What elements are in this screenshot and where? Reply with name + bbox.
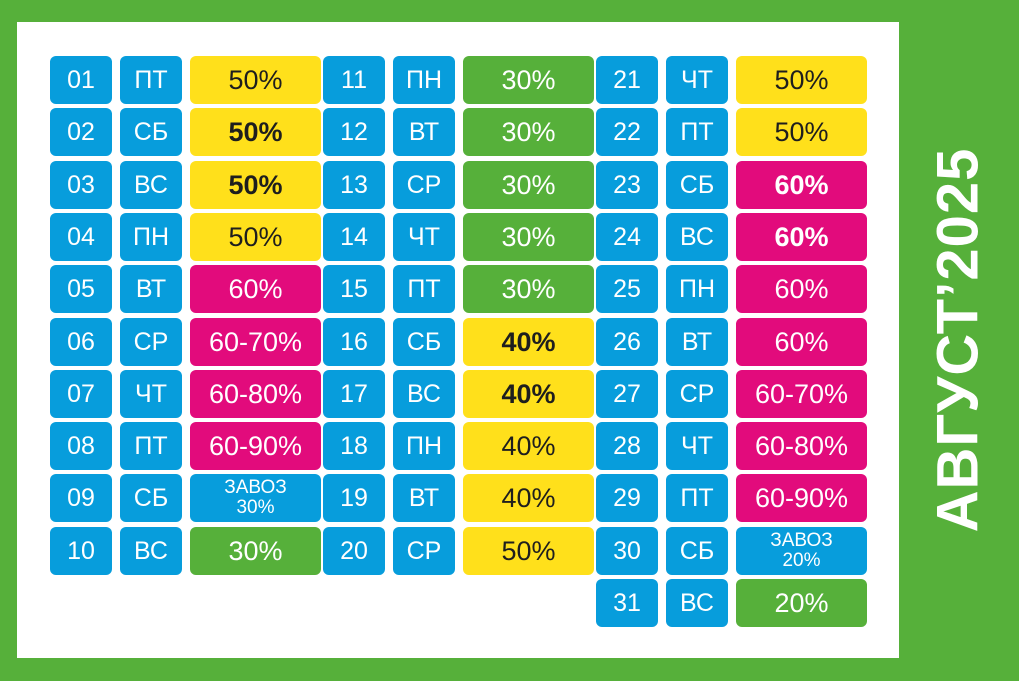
day-number-cell: 15 [323, 265, 385, 313]
discount-cell: 30% [463, 161, 594, 209]
day-number-cell: 07 [50, 370, 112, 418]
day-number-cell: 01 [50, 56, 112, 104]
day-number-cell: 16 [323, 318, 385, 366]
day-number-cell: 11 [323, 56, 385, 104]
delivery-discount: 30% [236, 497, 275, 518]
discount-cell: ЗАВОЗ 20% [736, 527, 867, 575]
day-number-cell: 12 [323, 108, 385, 156]
weekday-cell: ПТ [666, 108, 728, 156]
weekday-cell: ВТ [393, 108, 455, 156]
day-number-cell: 19 [323, 474, 385, 522]
day-number-cell: 25 [596, 265, 658, 313]
delivery-label: ЗАВОЗ [770, 530, 833, 551]
day-number-cell: 20 [323, 527, 385, 575]
discount-cell: 50% [190, 108, 321, 156]
day-number-cell: 24 [596, 213, 658, 261]
day-number-cell: 05 [50, 265, 112, 313]
weekday-cell: ПТ [120, 56, 182, 104]
weekday-cell: ВС [666, 579, 728, 627]
weekday-cell: ВС [393, 370, 455, 418]
delivery-discount: 20% [782, 550, 821, 571]
day-number-cell: 09 [50, 474, 112, 522]
day-number-cell: 17 [323, 370, 385, 418]
weekday-cell: ПТ [120, 422, 182, 470]
discount-cell: 60% [736, 265, 867, 313]
day-number-cell: 29 [596, 474, 658, 522]
discount-cell: 60-90% [190, 422, 321, 470]
weekday-cell: ЧТ [120, 370, 182, 418]
discount-cell: ЗАВОЗ 30% [190, 474, 321, 522]
weekday-cell: СБ [666, 527, 728, 575]
weekday-cell: ВТ [120, 265, 182, 313]
day-number-cell: 04 [50, 213, 112, 261]
weekday-cell: СБ [120, 474, 182, 522]
day-number-cell: 06 [50, 318, 112, 366]
month-title: АВГУСТ’2025 [925, 147, 991, 533]
day-number-cell: 22 [596, 108, 658, 156]
discount-cell: 40% [463, 422, 594, 470]
day-number-cell: 13 [323, 161, 385, 209]
discount-cell: 50% [736, 108, 867, 156]
discount-cell: 60% [736, 318, 867, 366]
weekday-cell: ЧТ [666, 56, 728, 104]
discount-cell: 30% [463, 213, 594, 261]
day-number-cell: 10 [50, 527, 112, 575]
discount-cell: 40% [463, 318, 594, 366]
weekday-cell: СР [666, 370, 728, 418]
weekday-cell: ПН [393, 422, 455, 470]
weekday-cell: СБ [666, 161, 728, 209]
weekday-cell: СР [393, 527, 455, 575]
discount-cell: 60% [736, 161, 867, 209]
day-number-cell: 14 [323, 213, 385, 261]
delivery-label: ЗАВОЗ [224, 477, 287, 498]
weekday-cell: ПН [120, 213, 182, 261]
discount-cell: 30% [463, 108, 594, 156]
discount-cell: 30% [190, 527, 321, 575]
discount-cell: 50% [736, 56, 867, 104]
discount-cell: 40% [463, 474, 594, 522]
weekday-cell: СБ [393, 318, 455, 366]
discount-cell: 60% [736, 213, 867, 261]
day-number-cell: 31 [596, 579, 658, 627]
day-number-cell: 27 [596, 370, 658, 418]
weekday-cell: ПТ [666, 474, 728, 522]
weekday-cell: ЧТ [393, 213, 455, 261]
weekday-cell: ПТ [393, 265, 455, 313]
discount-cell: 60-90% [736, 474, 867, 522]
weekday-cell: СР [393, 161, 455, 209]
day-number-cell: 21 [596, 56, 658, 104]
weekday-cell: ПН [393, 56, 455, 104]
day-number-cell: 23 [596, 161, 658, 209]
day-number-cell: 03 [50, 161, 112, 209]
discount-cell: 30% [463, 56, 594, 104]
discount-cell: 20% [736, 579, 867, 627]
weekday-cell: ЧТ [666, 422, 728, 470]
discount-cell: 60-80% [190, 370, 321, 418]
discount-cell: 50% [190, 56, 321, 104]
discount-cell: 60-70% [736, 370, 867, 418]
discount-cell: 50% [190, 161, 321, 209]
weekday-cell: СБ [120, 108, 182, 156]
day-number-cell: 08 [50, 422, 112, 470]
day-number-cell: 18 [323, 422, 385, 470]
discount-cell: 50% [463, 527, 594, 575]
weekday-cell: СР [120, 318, 182, 366]
weekday-cell: ВС [666, 213, 728, 261]
weekday-cell: ПН [666, 265, 728, 313]
day-number-cell: 26 [596, 318, 658, 366]
discount-cell: 30% [463, 265, 594, 313]
discount-cell: 60-70% [190, 318, 321, 366]
weekday-cell: ВС [120, 527, 182, 575]
day-number-cell: 30 [596, 527, 658, 575]
discount-cell: 40% [463, 370, 594, 418]
day-number-cell: 02 [50, 108, 112, 156]
weekday-cell: ВТ [666, 318, 728, 366]
discount-cell: 60% [190, 265, 321, 313]
weekday-cell: ВС [120, 161, 182, 209]
discount-cell: 50% [190, 213, 321, 261]
day-number-cell: 28 [596, 422, 658, 470]
discount-cell: 60-80% [736, 422, 867, 470]
weekday-cell: ВТ [393, 474, 455, 522]
